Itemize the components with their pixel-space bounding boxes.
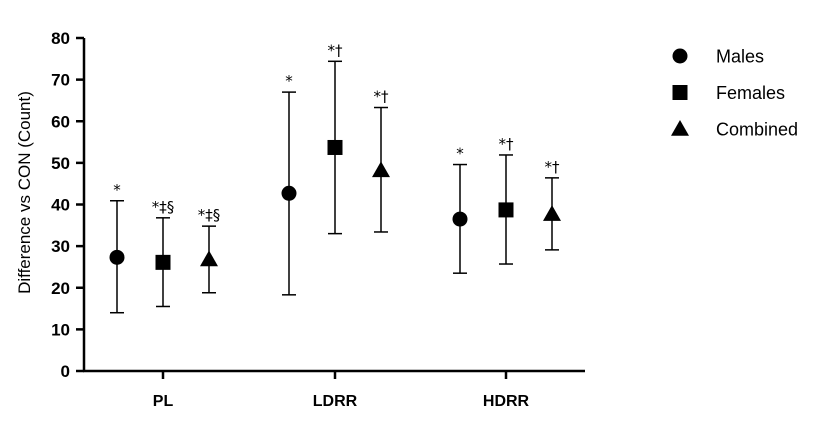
data-point-triangle <box>543 205 561 221</box>
significance-annotation: *† <box>328 41 344 59</box>
significance-annotation: *‡§ <box>198 206 221 224</box>
y-tick-label: 0 <box>61 362 70 381</box>
data-point-square <box>498 202 514 218</box>
significance-annotation: *† <box>374 88 390 106</box>
data-point-triangle <box>372 161 390 178</box>
series-males: * * * <box>109 72 468 314</box>
legend-circle-icon <box>672 48 688 64</box>
x-axis: PL LDRR HDRR <box>83 369 585 410</box>
data-point-square <box>155 254 171 270</box>
data-point-circle <box>281 185 297 201</box>
y-tick-label: 50 <box>51 154 70 173</box>
y-tick-label: 10 <box>51 320 70 339</box>
x-category-label: HDRR <box>483 393 530 410</box>
legend-item-females: Females <box>672 83 785 103</box>
y-tick-label: 40 <box>51 196 70 215</box>
y-tick-label: 80 <box>51 29 70 48</box>
y-tick-label: 20 <box>51 279 70 298</box>
legend-item-combined: Combined <box>671 120 798 140</box>
legend-square-icon <box>672 85 688 100</box>
y-tick-label: 60 <box>51 112 70 131</box>
significance-annotation: * <box>113 181 121 199</box>
significance-annotation: * <box>456 145 464 163</box>
data-point-circle <box>452 211 468 227</box>
significance-annotation: * <box>285 72 293 90</box>
series-combined: *‡§ *† *† <box>198 88 561 294</box>
x-category-label: PL <box>153 393 174 410</box>
legend: Males Females Combined <box>671 47 798 140</box>
data-point-square <box>327 139 343 155</box>
x-category-label: LDRR <box>313 393 358 410</box>
data-point-triangle <box>200 250 218 267</box>
significance-annotation: *† <box>499 135 515 153</box>
legend-label: Males <box>716 47 764 67</box>
series-females: *‡§ *† *† <box>152 41 515 308</box>
significance-annotation: *† <box>545 158 561 176</box>
legend-item-males: Males <box>672 47 764 67</box>
y-axis-label: Difference vs CON (Count) <box>15 91 34 294</box>
legend-label: Combined <box>716 120 798 140</box>
legend-triangle-icon <box>671 120 689 136</box>
legend-label: Females <box>716 83 785 103</box>
y-tick-label: 30 <box>51 237 70 256</box>
y-tick-label: 70 <box>51 71 70 90</box>
plot-marks: * * * *‡§ *† *† *‡§ *† *† <box>109 41 561 314</box>
significance-annotation: *‡§ <box>152 198 175 216</box>
data-point-circle <box>109 249 125 265</box>
y-axis: 0 10 20 30 40 50 60 70 80 <box>51 29 86 381</box>
